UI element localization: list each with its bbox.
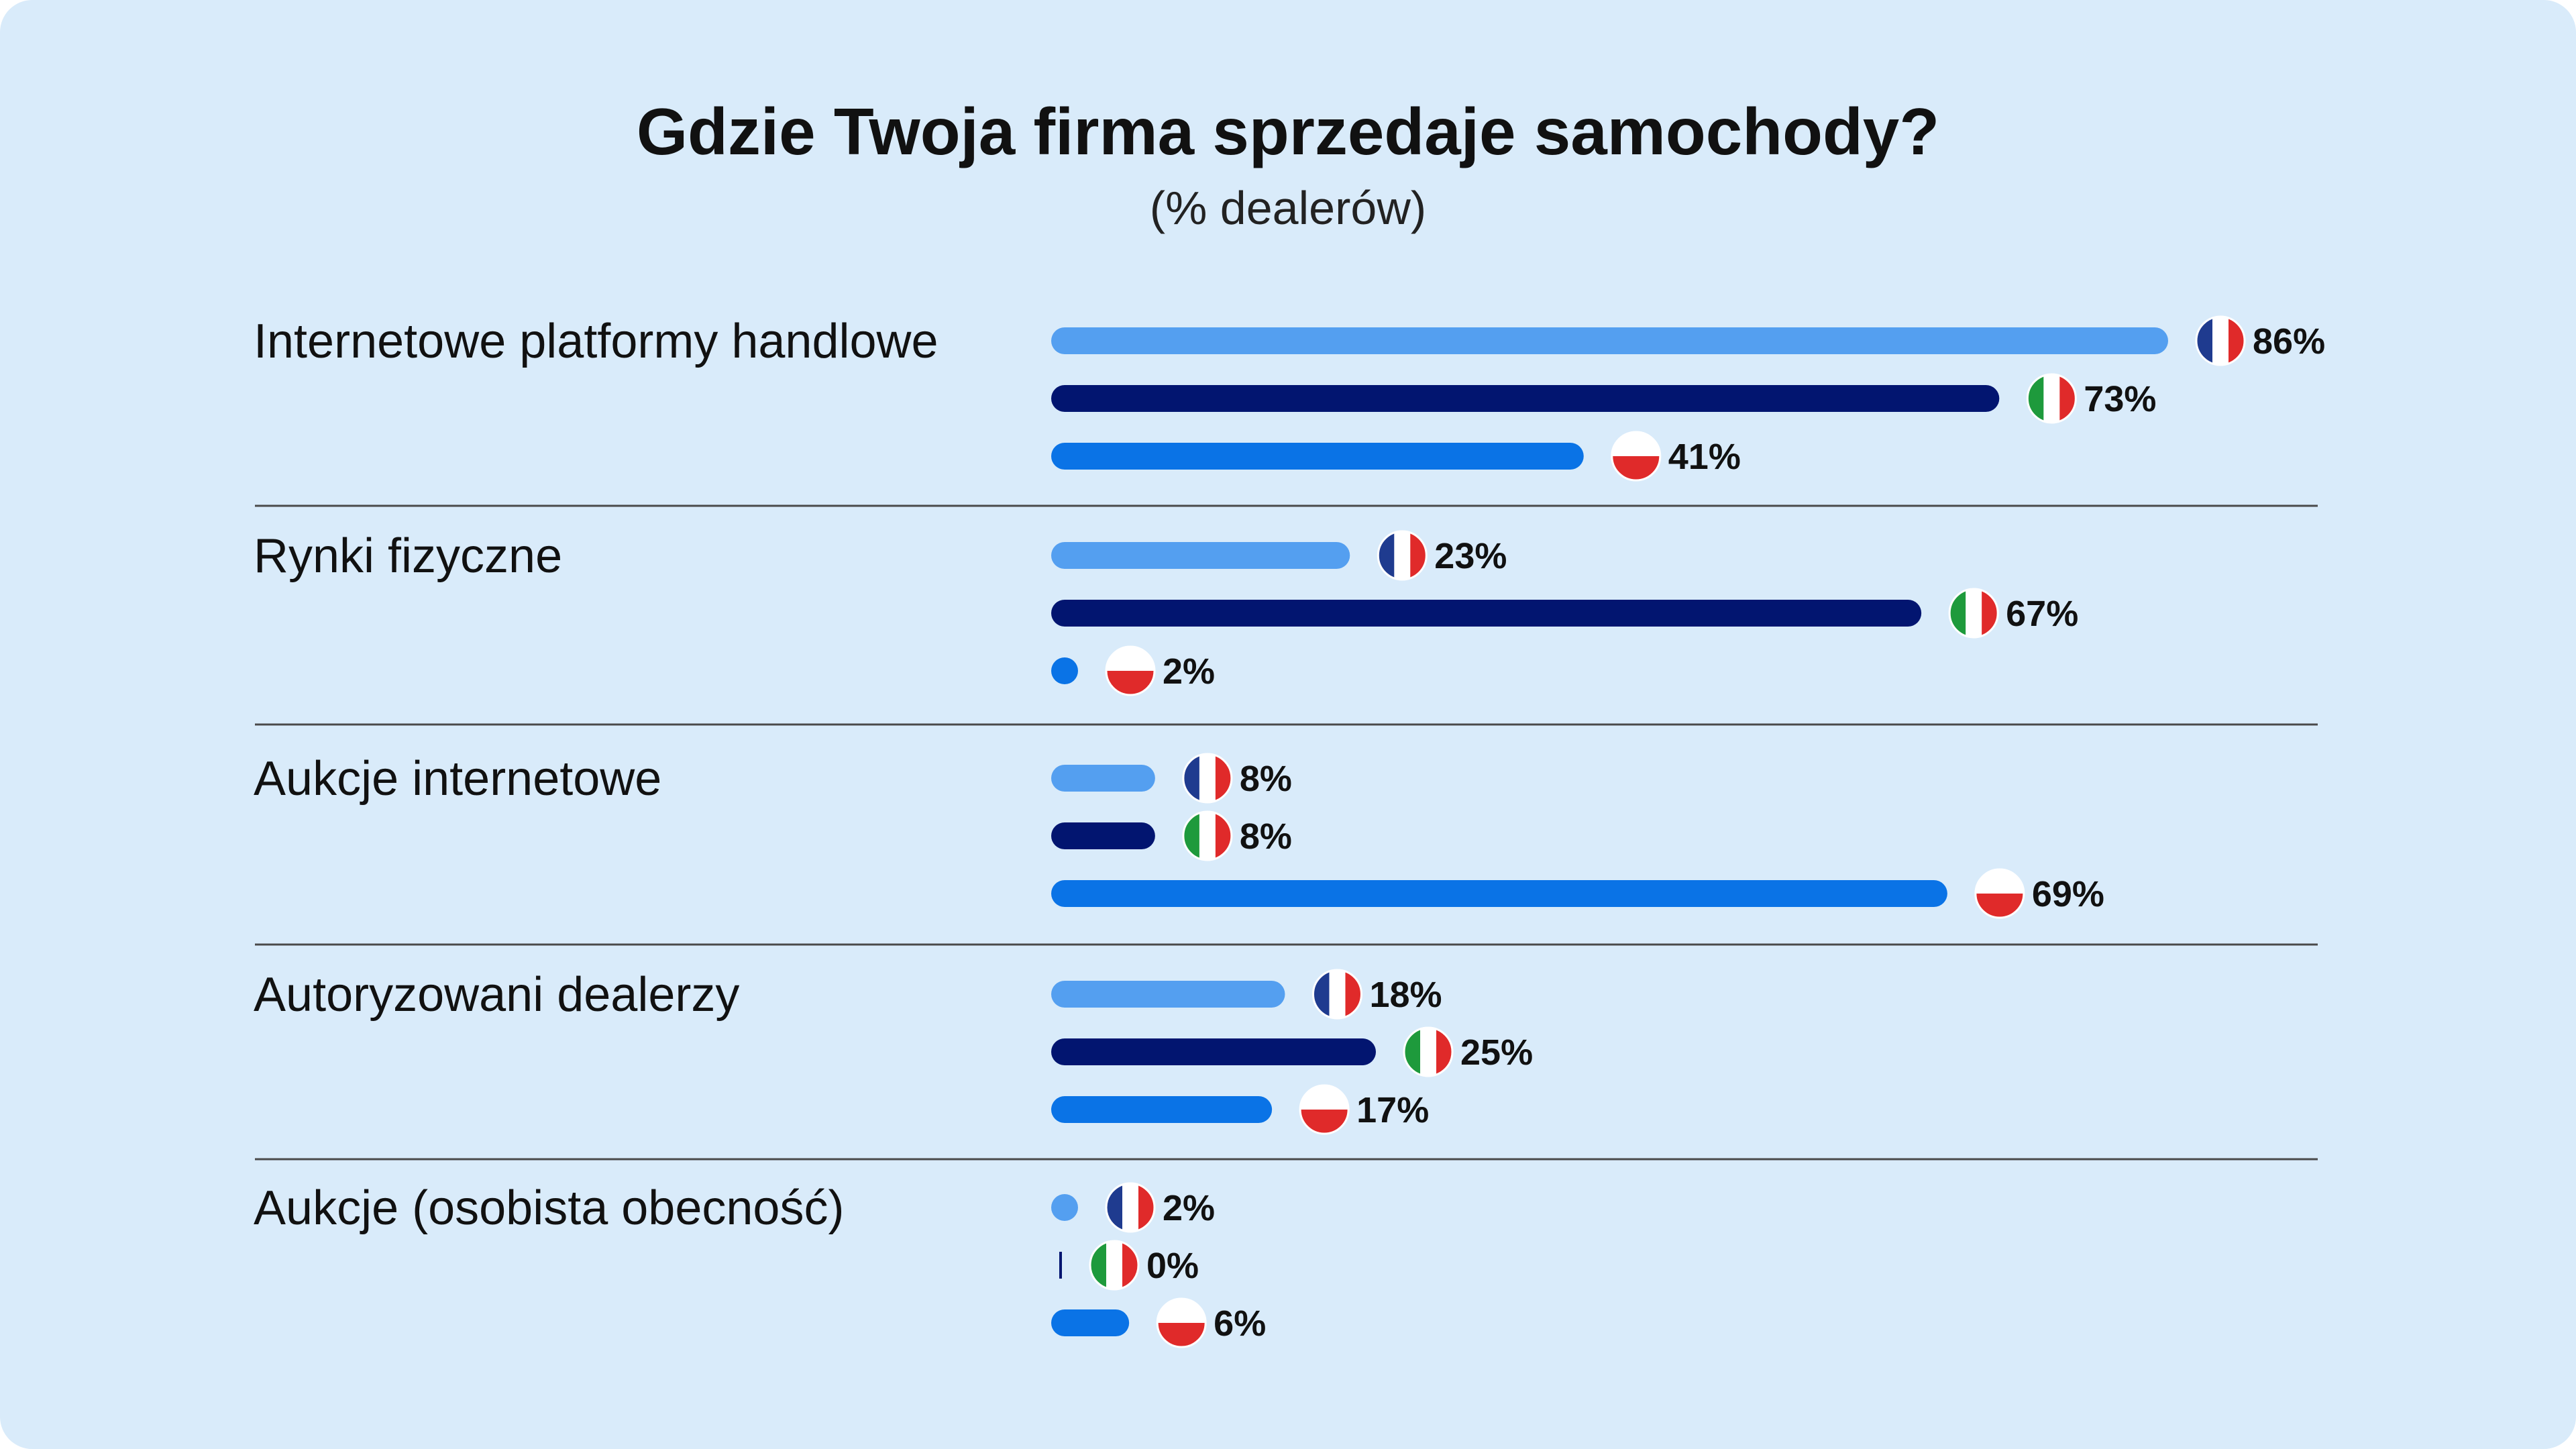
france-flag-ring: [2195, 315, 2246, 366]
value-label-france: 8%: [1240, 759, 1292, 799]
bar-poland: [1051, 1309, 1130, 1336]
bar-italy: [1059, 1252, 1062, 1279]
france-flag-icon: [1377, 530, 1428, 581]
bar-poland: [1051, 443, 1584, 470]
bar-poland: [1051, 657, 1078, 684]
value-label-poland: 69%: [2032, 874, 2104, 914]
poland-flag-icon: [1299, 1084, 1350, 1135]
value-label-italy: 67%: [2006, 594, 2078, 634]
bar-france: [1051, 327, 2168, 354]
chart-subtitle: (% dealerów): [1149, 182, 1427, 234]
bar-poland: [1051, 880, 1947, 907]
bar-france: [1051, 1194, 1078, 1221]
italy-flag-icon: [1182, 810, 1233, 861]
italy-flag-icon: [1403, 1026, 1454, 1077]
france-flag-icon: [2195, 315, 2246, 366]
france-flag-icon: [1311, 969, 1362, 1020]
bar-italy: [1051, 822, 1155, 849]
bar-france: [1051, 765, 1155, 792]
italy-flag-ring: [1089, 1240, 1140, 1291]
italy-flag-ring: [1182, 810, 1233, 861]
value-label-france: 2%: [1163, 1188, 1215, 1228]
category-label: Autoryzowani dealerzy: [254, 968, 739, 1022]
value-label-france: 86%: [2253, 321, 2325, 362]
italy-flag-ring: [2026, 373, 2077, 424]
value-label-poland: 6%: [1214, 1303, 1266, 1344]
poland-flag-ring: [1299, 1084, 1350, 1135]
poland-flag-ring: [1611, 431, 1662, 482]
france-flag-icon: [1182, 753, 1233, 804]
poland-flag-icon: [1611, 431, 1662, 482]
category-label: Aukcje internetowe: [254, 752, 661, 806]
france-flag-ring: [1182, 753, 1233, 804]
value-label-italy: 25%: [1460, 1032, 1533, 1073]
category-label: Aukcje (osobista obecność): [254, 1181, 844, 1235]
poland-flag-icon: [1105, 645, 1156, 696]
poland-flag-icon: [1974, 868, 2025, 919]
bar-italy: [1051, 600, 1922, 627]
italy-flag-icon: [2026, 373, 2077, 424]
poland-flag-ring: [1105, 645, 1156, 696]
value-label-france: 23%: [1434, 536, 1507, 576]
chart-title: Gdzie Twoja firma sprzedaje samochody?: [636, 95, 1940, 168]
bar-france: [1051, 981, 1285, 1008]
value-label-italy: 8%: [1240, 816, 1292, 857]
bar-italy: [1051, 1038, 1377, 1065]
category-label: Internetowe platformy handlowe: [254, 315, 938, 368]
france-flag-ring: [1377, 530, 1428, 581]
value-label-italy: 73%: [2084, 379, 2156, 419]
category-label: Rynki fizyczne: [254, 529, 562, 583]
france-flag-icon: [1105, 1182, 1156, 1233]
value-label-france: 18%: [1369, 975, 1442, 1015]
poland-flag-icon: [1156, 1297, 1207, 1348]
italy-flag-ring: [1403, 1026, 1454, 1077]
bar-france: [1051, 542, 1350, 569]
value-label-italy: 0%: [1146, 1246, 1199, 1286]
italy-flag-icon: [1089, 1240, 1140, 1291]
france-flag-ring: [1311, 969, 1362, 1020]
italy-flag-ring: [1948, 588, 1999, 639]
bar-italy: [1051, 385, 2000, 412]
value-label-poland: 2%: [1163, 651, 1215, 692]
value-label-poland: 17%: [1356, 1090, 1429, 1130]
poland-flag-ring: [1974, 868, 2025, 919]
france-flag-ring: [1105, 1182, 1156, 1233]
bar-poland: [1051, 1096, 1273, 1123]
italy-flag-icon: [1948, 588, 1999, 639]
poland-flag-ring: [1156, 1297, 1207, 1348]
value-label-poland: 41%: [1668, 437, 1741, 477]
